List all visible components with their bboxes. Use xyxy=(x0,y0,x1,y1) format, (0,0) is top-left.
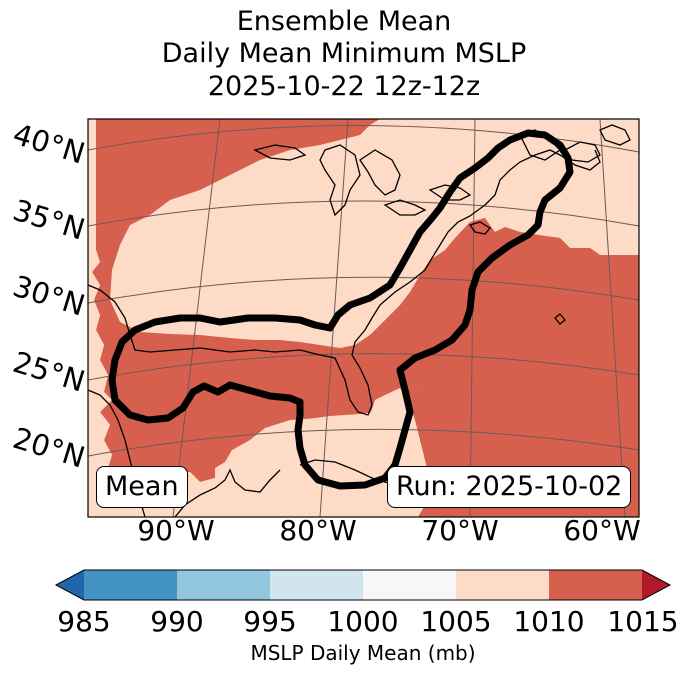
pressure-fill-1010-1015-east xyxy=(400,227,639,517)
colorbar-tick-1005: 1005 xyxy=(420,605,492,638)
colorbar-tick-1000: 1000 xyxy=(327,605,399,638)
colorbar-segment-985-990 xyxy=(84,570,177,600)
colorbar-tick-1010: 1010 xyxy=(513,605,585,638)
colorbar-tick-990: 990 xyxy=(150,605,204,638)
run-date-label-box: Run: 2025-10-02 xyxy=(387,466,632,508)
pressure-contour xyxy=(108,129,574,490)
figure-title-line-3: 2025-10-22 12z-12z xyxy=(207,71,481,102)
map-gridlines xyxy=(88,119,639,517)
lon-label-80w: 80°W xyxy=(279,514,357,547)
colorbar-segment-1000-1005 xyxy=(363,570,456,600)
pressure-fill-1010-1015 xyxy=(92,119,639,482)
colorbar-extend-low xyxy=(56,570,84,600)
colorbar-tick-985: 985 xyxy=(57,605,111,638)
colorbar-segment-1005-1010 xyxy=(456,570,549,600)
colorbar-segment-995-1000 xyxy=(270,570,363,600)
lon-label-90w: 90°W xyxy=(137,514,215,547)
colorbar-outline xyxy=(54,569,672,601)
colorbar-label: MSLP Daily Mean (mb) xyxy=(250,641,476,665)
figure-title-line-1: Ensemble Mean xyxy=(236,6,452,37)
colorbar-extend-high xyxy=(642,570,670,600)
lon-label-60w: 60°W xyxy=(563,514,641,547)
colorbar-segment-1010-1015 xyxy=(549,570,642,600)
mean-label-box: Mean xyxy=(96,466,188,508)
map-frame xyxy=(87,118,640,518)
colorbar-tick-995: 995 xyxy=(243,605,297,638)
lon-label-70w: 70°W xyxy=(421,514,499,547)
colorbar-tick-1015: 1015 xyxy=(607,605,679,638)
figure-title-line-2: Daily Mean Minimum MSLP xyxy=(161,38,527,69)
colorbar-segment-990-995 xyxy=(177,570,270,600)
